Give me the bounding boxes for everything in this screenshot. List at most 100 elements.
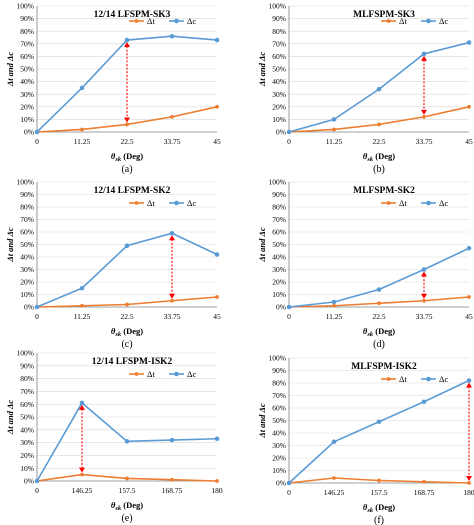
- y-tick-label: 20%: [272, 454, 286, 463]
- legend-label-dc: Δc: [187, 198, 196, 208]
- y-tick-label: 90%: [272, 14, 286, 23]
- data-point-dt: [215, 104, 219, 109]
- data-point-dc: [124, 37, 130, 43]
- data-point-dt: [377, 478, 381, 483]
- y-axis-label: Δt and Δc: [257, 403, 267, 438]
- data-point-dc: [421, 399, 427, 405]
- x-axis-label-main: θ: [363, 502, 368, 512]
- y-tick-label: 50%: [20, 240, 34, 249]
- x-tick-label: 11.25: [74, 137, 91, 146]
- x-tick-label: 22.5: [372, 137, 385, 146]
- data-point-dt: [80, 303, 84, 308]
- legend-label-dc: Δc: [187, 369, 196, 379]
- y-tick-label: 60%: [20, 228, 34, 237]
- data-point-dc: [331, 299, 337, 305]
- arrow-head-up: [466, 382, 472, 388]
- x-tick-label: 45: [213, 137, 221, 146]
- x-tick-label: 168.75: [414, 488, 435, 497]
- arrow-head-down: [124, 117, 130, 123]
- data-point-dc: [466, 40, 472, 45]
- arrow-head-up: [421, 271, 427, 277]
- y-tick-label: 40%: [20, 77, 34, 86]
- x-tick-label: 33.75: [164, 137, 181, 146]
- y-tick-label: 40%: [20, 425, 34, 434]
- data-point-dc: [79, 285, 85, 291]
- y-tick-label: 10%: [20, 290, 34, 299]
- y-tick-label: 10%: [272, 466, 286, 475]
- data-point-dt: [467, 481, 471, 485]
- x-axis-label-main: θ: [111, 326, 116, 336]
- y-tick-label: 30%: [20, 90, 34, 99]
- y-tick-label: 20%: [272, 278, 286, 287]
- data-point-dt: [170, 298, 174, 303]
- panel-label: (b): [373, 164, 385, 175]
- legend-marker-dc: [174, 18, 179, 24]
- chart-title: 12/14 LFSPM-SK3: [94, 10, 171, 20]
- legend-marker-dt: [134, 19, 139, 23]
- series-line-dc: [288, 379, 470, 484]
- y-tick-label: 0%: [24, 477, 34, 486]
- legend-label-dc: Δc: [439, 198, 448, 208]
- y-tick-label: 20%: [20, 102, 34, 111]
- y-tick-label: 30%: [20, 265, 34, 274]
- y-axis-label: Δt and Δc: [5, 227, 15, 262]
- x-tick-label: 11.25: [74, 312, 91, 321]
- y-tick-label: 60%: [20, 52, 34, 61]
- arrow-head-down: [79, 467, 85, 473]
- x-axis-label-sub: sk: [366, 156, 374, 163]
- y-tick-label: 60%: [272, 404, 286, 413]
- y-tick-label: 90%: [20, 361, 34, 370]
- chart-panel: 0% 10% 20% 30% 40% 50% 60% 70% 80% 90% 100% 0 11.25 2…: [257, 2, 473, 175]
- x-tick-label: 0: [287, 137, 291, 146]
- y-tick-label: 90%: [272, 190, 286, 199]
- y-tick-label: 0%: [276, 128, 286, 137]
- panel-label: (e): [121, 513, 132, 524]
- y-tick-label: 50%: [272, 240, 286, 249]
- data-point-dc: [34, 129, 40, 135]
- y-tick-label: 100%: [269, 2, 287, 11]
- data-point-dt: [422, 114, 426, 119]
- legend-marker-dt: [134, 201, 139, 205]
- data-point-dc: [34, 304, 40, 310]
- x-tick-label: 11.25: [326, 137, 343, 146]
- y-tick-label: 40%: [272, 253, 286, 262]
- data-point-dc: [169, 437, 175, 443]
- data-point-dt: [467, 295, 471, 299]
- data-point-dc: [376, 287, 382, 292]
- y-tick-label: 100%: [269, 354, 287, 363]
- data-point-dc: [79, 85, 85, 91]
- x-tick-label: 33.75: [416, 137, 433, 146]
- x-axis-label-unit: (Deg): [373, 151, 395, 161]
- y-tick-label: 50%: [20, 65, 34, 74]
- x-tick-label: 33.75: [164, 312, 181, 321]
- data-point-dt: [80, 472, 84, 477]
- chart-title: MLFSPM-ISK2: [351, 362, 417, 372]
- y-tick-label: 0%: [276, 479, 286, 488]
- data-point-dc: [214, 252, 220, 257]
- x-tick-label: 0: [287, 488, 291, 497]
- x-axis-label: θsk (Deg): [363, 151, 395, 163]
- x-tick-label: 0: [35, 137, 39, 146]
- legend-label-dt: Δt: [399, 198, 407, 208]
- x-axis-label-sub: sk: [114, 331, 122, 338]
- legend-label-dt: Δt: [399, 16, 407, 26]
- y-tick-label: 0%: [24, 128, 34, 137]
- y-tick-label: 10%: [20, 115, 34, 124]
- y-tick-label: 80%: [20, 203, 34, 212]
- x-tick-label: 146.25: [72, 486, 93, 495]
- legend-label-dc: Δc: [439, 374, 448, 384]
- chart-title: 12/14 LFSPM-SK2: [94, 186, 171, 196]
- legend-marker-dt: [134, 372, 139, 376]
- legend-marker-dc: [426, 376, 431, 382]
- data-point-dc: [214, 37, 220, 43]
- data-point-dc: [286, 129, 292, 135]
- x-tick-label: 45: [465, 137, 473, 146]
- x-axis-label-unit: (Deg): [121, 500, 143, 510]
- x-tick-label: 33.75: [416, 312, 433, 321]
- x-axis-label: θsk (Deg): [363, 502, 395, 514]
- data-point-dc: [331, 117, 337, 122]
- y-tick-label: 50%: [272, 416, 286, 425]
- data-point-dc: [124, 439, 130, 444]
- data-point-dt: [125, 122, 129, 127]
- legend-label-dt: Δt: [147, 369, 155, 379]
